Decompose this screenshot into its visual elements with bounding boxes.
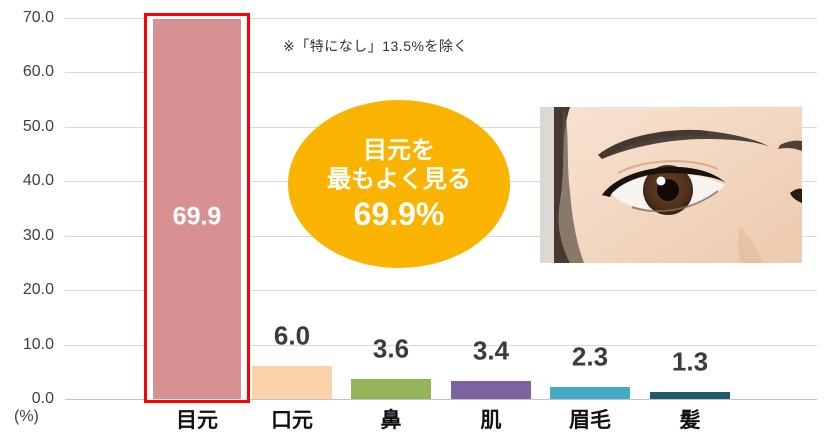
- callout-line-2: 最もよく見る: [327, 166, 471, 193]
- y-axis-tick-label: 60.0: [22, 63, 54, 81]
- value-label-髪: 1.3: [671, 346, 709, 377]
- value-label-眉毛: 2.3: [571, 341, 609, 371]
- gridline-70.0: [65, 18, 817, 19]
- callout-line-1: 目元を: [363, 137, 435, 164]
- bar-口元: [252, 366, 332, 399]
- highlight-callout-bubble: 目元を 最もよく見る 69.9%: [288, 100, 510, 268]
- exclusion-note: ※「特になし」13.5%を除く: [283, 38, 468, 54]
- category-label-眉毛: 眉毛: [569, 409, 611, 432]
- value-label-目元: 69.9: [172, 202, 222, 231]
- eye-photo-illustration: [540, 107, 802, 263]
- value-label-口元: 6.0: [273, 320, 311, 351]
- value-label-鼻: 3.6: [372, 333, 410, 364]
- gridline-20.0: [65, 290, 817, 292]
- y-axis-tick-label: 20.0: [22, 281, 54, 299]
- gridline-10.0: [65, 344, 817, 346]
- y-axis-unit-label: (%): [14, 408, 39, 425]
- bar-目元: [153, 18, 241, 399]
- category-label-目元: 目元: [176, 409, 218, 432]
- y-axis-tick-label: 50.0: [22, 117, 54, 135]
- gridline-0.0: [65, 399, 817, 400]
- category-label-鼻: 鼻: [380, 409, 402, 432]
- y-axis-tick-label: 10.0: [22, 335, 54, 353]
- category-label-髪: 髪: [679, 409, 701, 432]
- category-label-肌: 肌: [480, 409, 502, 432]
- bar-鼻: [351, 379, 431, 399]
- callout-percentage: 69.9%: [353, 196, 445, 232]
- value-label-肌: 3.4: [472, 335, 510, 365]
- gridline-60.0: [65, 72, 817, 74]
- bar-肌: [451, 380, 531, 399]
- y-axis-tick-label: 70.0: [22, 9, 54, 26]
- y-axis-tick-label: 30.0: [22, 226, 54, 244]
- bar-眉毛: [550, 386, 630, 399]
- category-label-口元: 口元: [271, 409, 313, 432]
- y-axis-tick-label: 40.0: [22, 172, 54, 190]
- bar-髪: [650, 391, 730, 399]
- eye-photo: [540, 107, 802, 263]
- y-axis-tick-label: 0.0: [31, 390, 54, 407]
